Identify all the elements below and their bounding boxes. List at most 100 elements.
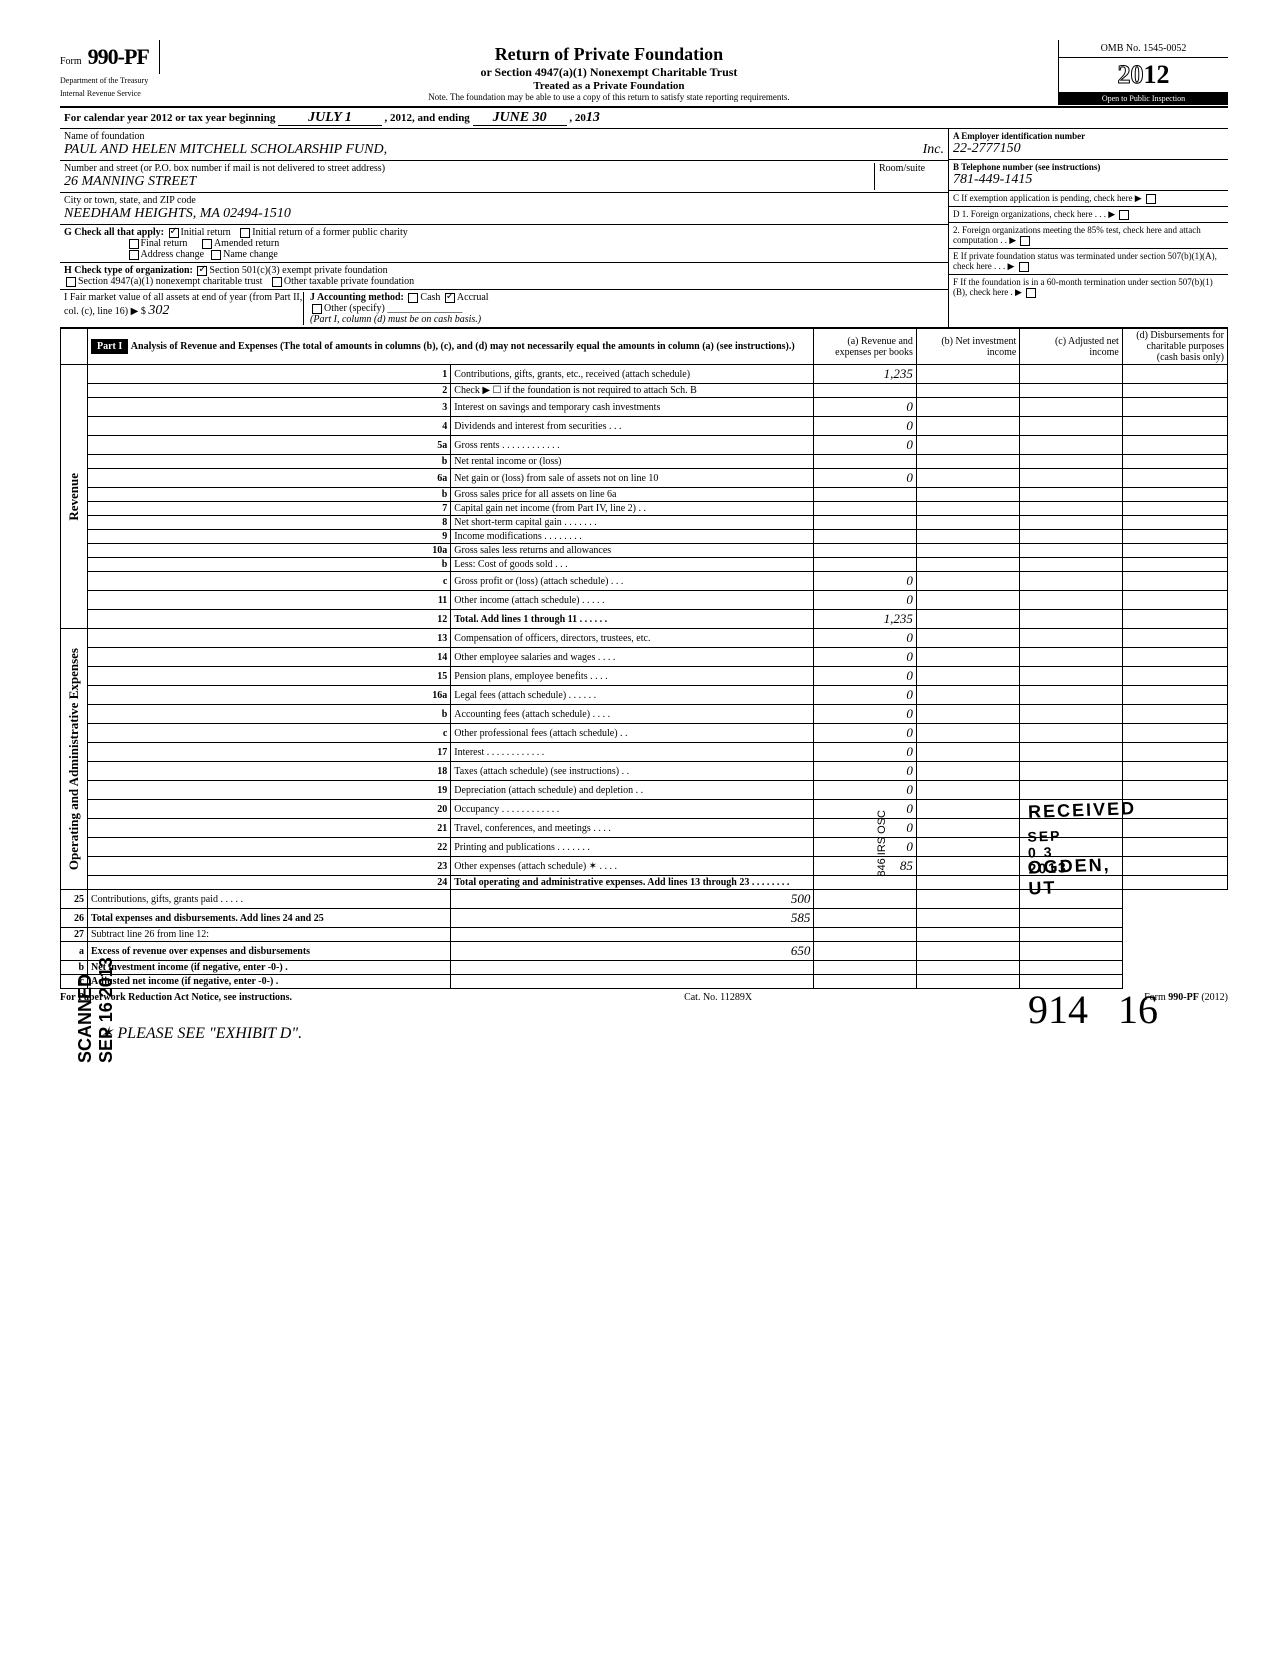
- line-value: 0: [814, 591, 917, 610]
- amended-return-checkbox[interactable]: [202, 239, 212, 249]
- line-number: 2: [88, 384, 451, 398]
- other-taxable-checkbox[interactable]: [272, 277, 282, 287]
- line-value: [814, 488, 917, 502]
- line-value: [814, 502, 917, 516]
- line-value: [916, 384, 1019, 398]
- line-description: Gross sales less returns and allowances: [451, 544, 814, 558]
- line-value: [1122, 800, 1227, 819]
- line-value: [1020, 686, 1123, 705]
- e-label: E If private foundation status was termi…: [953, 251, 1217, 271]
- line-value: 650: [451, 942, 814, 961]
- foundation-name: PAUL AND HELEN MITCHELL SCHOLARSHIP FUND…: [64, 142, 387, 157]
- line-number: c: [88, 572, 451, 591]
- line-number: b: [88, 488, 451, 502]
- line-number: b: [88, 558, 451, 572]
- line-value: 0: [814, 667, 917, 686]
- line-number: 5a: [88, 436, 451, 455]
- line-value: [814, 975, 917, 989]
- ogden-stamp: OGDEN, UT: [1027, 855, 1111, 900]
- name-change-checkbox[interactable]: [211, 250, 221, 260]
- line-number: 19: [88, 781, 451, 800]
- f-checkbox[interactable]: [1026, 288, 1036, 298]
- final-return-checkbox[interactable]: [129, 239, 139, 249]
- cash-checkbox[interactable]: [408, 293, 418, 303]
- line-value: [1122, 762, 1227, 781]
- received-stamp: RECEIVED: [1028, 798, 1137, 823]
- line-value: 0: [814, 686, 917, 705]
- line-value: [1122, 558, 1227, 572]
- line-value: [451, 975, 814, 989]
- hand-number-1: 914: [1028, 986, 1088, 1033]
- line-value: [1020, 384, 1123, 398]
- line-value: [1020, 724, 1123, 743]
- form-year: 2012: [1059, 58, 1228, 92]
- line-value: [1122, 530, 1227, 544]
- form-prefix: Form: [60, 56, 82, 67]
- line-value: [1020, 544, 1123, 558]
- line-description: Excess of revenue over expenses and disb…: [88, 942, 451, 961]
- d1-checkbox[interactable]: [1119, 210, 1129, 220]
- line-description: Other employee salaries and wages . . . …: [451, 648, 814, 667]
- line-value: [1020, 591, 1123, 610]
- line-value: [916, 857, 1019, 876]
- line-value: [916, 928, 1019, 942]
- line-number: 10a: [88, 544, 451, 558]
- line-description: Accounting fees (attach schedule) . . . …: [451, 705, 814, 724]
- line-description: Contributions, gifts, grants, etc., rece…: [451, 365, 814, 384]
- line-value: [1122, 384, 1227, 398]
- line-number: 7: [88, 502, 451, 516]
- form-title: Return of Private Foundation: [170, 44, 1048, 65]
- line-value: [1020, 469, 1123, 488]
- 4947-checkbox[interactable]: [66, 277, 76, 287]
- 501c3-checkbox[interactable]: [197, 266, 207, 276]
- line-value: [1020, 705, 1123, 724]
- line-value: [916, 572, 1019, 591]
- other-method-checkbox[interactable]: [312, 304, 322, 314]
- initial-former-checkbox[interactable]: [240, 228, 250, 238]
- line-value: [1122, 610, 1227, 629]
- line-value: [1122, 876, 1227, 890]
- line-number: 14: [88, 648, 451, 667]
- city-label: City or town, state, and ZIP code: [64, 195, 944, 206]
- line-number: b: [88, 705, 451, 724]
- line-value: 0: [814, 819, 917, 838]
- address-change-checkbox[interactable]: [129, 250, 139, 260]
- line-value: 1,235: [814, 365, 917, 384]
- line-description: Occupancy . . . . . . . . . . . .: [451, 800, 814, 819]
- d2-checkbox[interactable]: [1020, 236, 1030, 246]
- line-description: Other income (attach schedule) . . . . .: [451, 591, 814, 610]
- line-value: [1020, 572, 1123, 591]
- line-value: [916, 961, 1019, 975]
- line-value: [916, 667, 1019, 686]
- line-value: [916, 469, 1019, 488]
- line-value: [916, 530, 1019, 544]
- accrual-checkbox[interactable]: [445, 293, 455, 303]
- line-value: 500: [451, 890, 814, 909]
- line-value: [916, 942, 1019, 961]
- line-value: 0: [814, 800, 917, 819]
- initial-return-checkbox[interactable]: [169, 228, 179, 238]
- line-number: c: [88, 724, 451, 743]
- col-b-header: (b) Net investment income: [916, 329, 1019, 365]
- c-checkbox[interactable]: [1146, 194, 1156, 204]
- line-value: [1020, 909, 1123, 928]
- c-label: C If exemption application is pending, c…: [953, 193, 1142, 203]
- line-description: Contributions, gifts, grants paid . . . …: [88, 890, 451, 909]
- e-checkbox[interactable]: [1019, 262, 1029, 272]
- part1-label: Part I: [91, 339, 128, 354]
- line-description: Subtract line 26 from line 12:: [88, 928, 451, 942]
- line-value: [1020, 667, 1123, 686]
- line-value: [916, 365, 1019, 384]
- line-value: [1020, 942, 1123, 961]
- line-value: [1020, 365, 1123, 384]
- line-description: Taxes (attach schedule) (see instruction…: [451, 762, 814, 781]
- room-label: Room/suite: [879, 163, 944, 174]
- line-value: 0: [814, 629, 917, 648]
- line-description: Interest . . . . . . . . . . . .: [451, 743, 814, 762]
- irs-side-stamp: 846 IRS OSC: [876, 810, 888, 877]
- line-description: Legal fees (attach schedule) . . . . . .: [451, 686, 814, 705]
- line-value: [1122, 365, 1227, 384]
- col-d-header: (d) Disbursements for charitable purpose…: [1122, 329, 1227, 365]
- line-value: [1122, 398, 1227, 417]
- line-value: [916, 876, 1019, 890]
